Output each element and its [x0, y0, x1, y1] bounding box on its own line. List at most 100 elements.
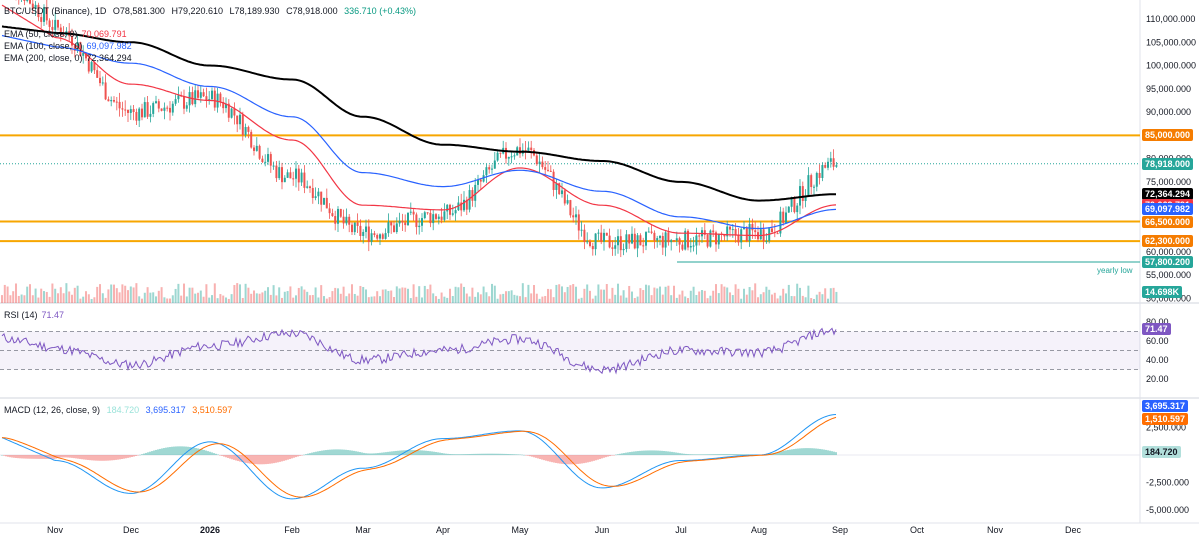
- macd-hist-bar: [253, 455, 255, 465]
- volume-bar: [709, 295, 712, 303]
- macd-hist-bar: [649, 450, 651, 456]
- macd-hist-bar: [567, 455, 569, 465]
- ema50-legend[interactable]: EMA (50, close, 0) 70,069.791: [4, 28, 131, 40]
- macd-tick-label: 2,500.000: [1146, 423, 1186, 433]
- macd-hist-bar: [791, 449, 793, 456]
- macd-hist-bar: [559, 455, 561, 464]
- macd-hist-bar: [269, 455, 271, 464]
- candle-body: [751, 223, 754, 231]
- rsi-legend[interactable]: RSI (14) 71.47: [4, 309, 68, 321]
- axes: 110,000.000 105,000.000 100,000.000 95,000.…: [47, 14, 1196, 535]
- macd-hist-bar: [813, 448, 815, 456]
- ema200-value: 72,364.294: [86, 53, 132, 63]
- candle-body: [317, 191, 320, 197]
- volume-bar: [289, 286, 292, 303]
- macd-hist-bar: [237, 455, 239, 462]
- candle-body: [281, 167, 283, 183]
- volume-bar: [423, 285, 426, 303]
- candle-body: [183, 96, 185, 109]
- volume-bar: [807, 285, 810, 303]
- macd-hist-bar: [231, 455, 233, 460]
- macd-hist-bar: [151, 451, 153, 456]
- volume-bar: [533, 285, 535, 303]
- candle-body: [213, 90, 216, 108]
- candle-body: [754, 230, 757, 233]
- volume-bar: [255, 293, 258, 303]
- candle-body: [244, 127, 247, 135]
- macd-hist-bar: [805, 448, 807, 456]
- candle-body: [549, 170, 552, 172]
- volume-bar: [409, 298, 412, 303]
- macd-hist-bar: [613, 455, 615, 456]
- volume-bar: [138, 296, 141, 303]
- ema-line[interactable]: [1, 34, 837, 230]
- macd-hist-bar: [785, 450, 787, 456]
- volume-bar: [152, 292, 155, 303]
- macd-legend[interactable]: MACD (12, 26, close, 9) 184.720 3,695.31…: [4, 404, 236, 416]
- ema-line[interactable]: [1, 4, 837, 237]
- volume-bar: [244, 283, 247, 303]
- symbol-label: BTC/USDT (Binance), 1D: [4, 6, 107, 16]
- macd-hist-bar: [835, 452, 837, 456]
- candle-body: [535, 155, 538, 165]
- volume-bar: [513, 294, 516, 303]
- macd-hist-bar: [235, 455, 237, 461]
- macd-hist-bar: [57, 455, 59, 459]
- ema200-legend[interactable]: EMA (200, close, 0) 72,364.294: [4, 52, 136, 64]
- candle-body: [513, 155, 516, 157]
- volume-bar: [23, 295, 26, 303]
- volume-bar: [34, 288, 37, 303]
- volume-bar: [507, 291, 510, 303]
- candle-body: [398, 220, 401, 224]
- volume-bar: [597, 284, 600, 303]
- volume-bar: [127, 290, 129, 303]
- low-value: L78,189.930: [229, 6, 280, 16]
- macd-hist-bar: [379, 452, 381, 456]
- candle-body: [34, 4, 37, 9]
- rsi-pane: [0, 327, 1140, 375]
- macd-hist-bar: [651, 450, 653, 456]
- volume-bar: [247, 287, 250, 303]
- volume-bar: [631, 291, 633, 303]
- volume-bar: [437, 298, 440, 303]
- macd-hist-bar: [661, 450, 663, 456]
- macd-hist-bar: [739, 454, 741, 456]
- macd-hist-bar: [277, 455, 279, 463]
- ema-line[interactable]: [1, 25, 836, 202]
- macd-hist-bar: [37, 455, 39, 459]
- rsi-line[interactable]: [1, 327, 837, 375]
- volume-bar: [163, 297, 166, 303]
- candle-body: [423, 212, 426, 219]
- macd-hist-bar: [283, 455, 285, 461]
- volume-bar: [174, 288, 177, 303]
- volume-bar: [675, 297, 678, 303]
- macd-hist-bar: [381, 452, 383, 456]
- candle-body: [625, 234, 628, 249]
- volume-bar: [12, 291, 15, 303]
- volume-bar: [48, 296, 51, 303]
- macd-line[interactable]: [1, 414, 837, 500]
- macd-hist-bar: [201, 449, 203, 456]
- macd-hist-bar: [679, 453, 681, 456]
- volume-bar: [418, 286, 421, 303]
- ema100-legend[interactable]: EMA (100, close, 0) 69,097.982: [4, 40, 136, 52]
- macd-hist-bar: [369, 453, 371, 456]
- volume-bar: [723, 286, 726, 303]
- time-tick-label: May: [511, 525, 529, 535]
- macd-signal-line[interactable]: [1, 416, 837, 498]
- candle-body: [264, 161, 267, 163]
- volume-bar: [757, 297, 759, 303]
- volume-bar: [563, 292, 566, 303]
- candle-body: [421, 218, 423, 226]
- change-value: 336.710 (+0.43%): [344, 6, 416, 16]
- macd-hist-bar: [519, 454, 521, 456]
- candle-body: [135, 112, 138, 121]
- rsi-tick-label: 20.00: [1146, 374, 1169, 384]
- macd-hist-bar: [51, 455, 53, 459]
- volume-bar: [359, 285, 362, 303]
- macd-hist-bar: [177, 446, 179, 456]
- macd-hist-bar: [605, 455, 607, 458]
- volume-bar: [37, 297, 40, 303]
